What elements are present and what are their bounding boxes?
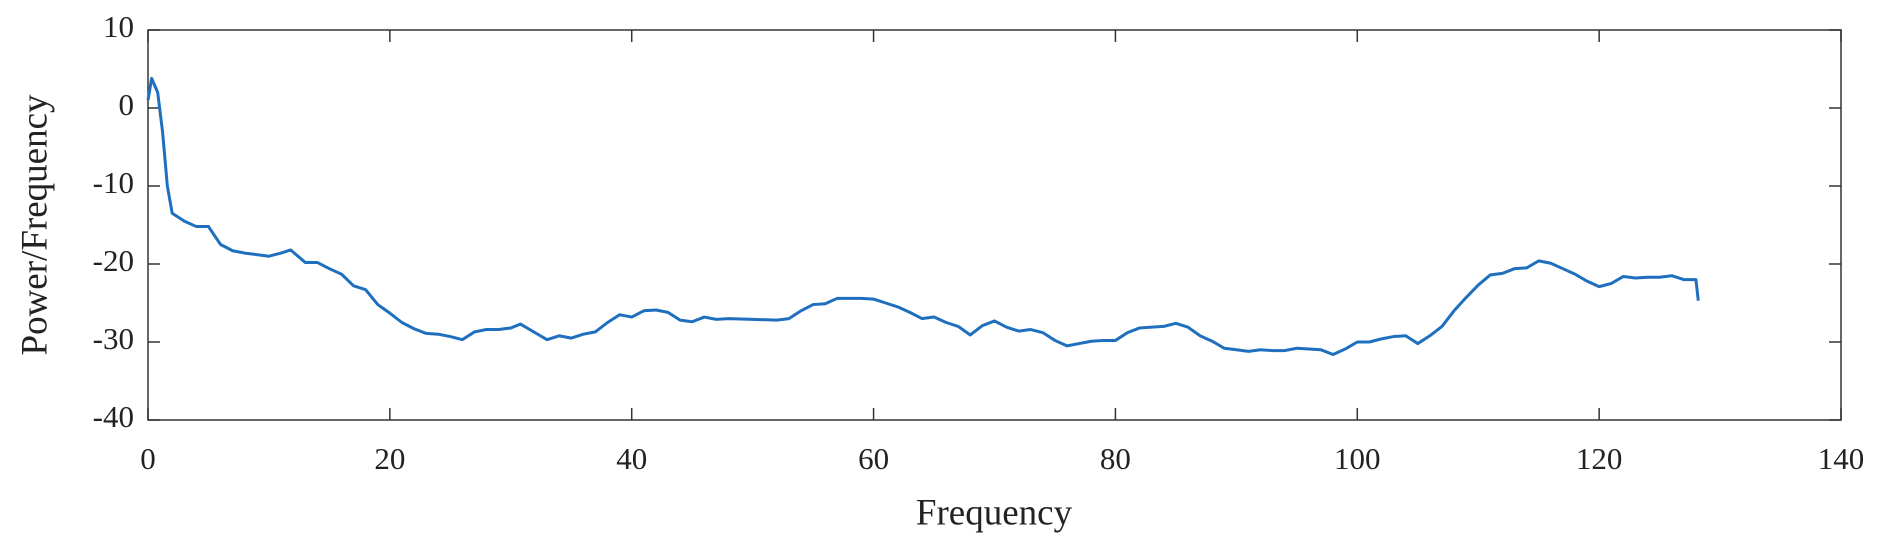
y-axis-label: Power/Frequency [14,94,55,355]
y-tick-label: 0 [119,87,135,122]
y-tick-label: -30 [93,321,134,356]
x-axis-label: Frequency [916,492,1073,533]
data-line [146,76,1700,356]
plot-frame [147,29,1842,421]
y-tick-label: -10 [93,165,134,200]
x-tick-label: 140 [1818,441,1865,476]
x-tick-label: 20 [374,441,405,476]
x-tick-label: 120 [1576,441,1623,476]
x-tick-label: 100 [1334,441,1381,476]
x-tick-label: 0 [140,441,156,476]
y-tick-label: -20 [93,243,134,278]
x-tick-label: 80 [1100,441,1131,476]
y-tick-label: 10 [103,9,134,44]
x-tick-label: 40 [616,441,647,476]
y-tick-label: -40 [93,399,134,434]
x-tick-label: 60 [858,441,889,476]
